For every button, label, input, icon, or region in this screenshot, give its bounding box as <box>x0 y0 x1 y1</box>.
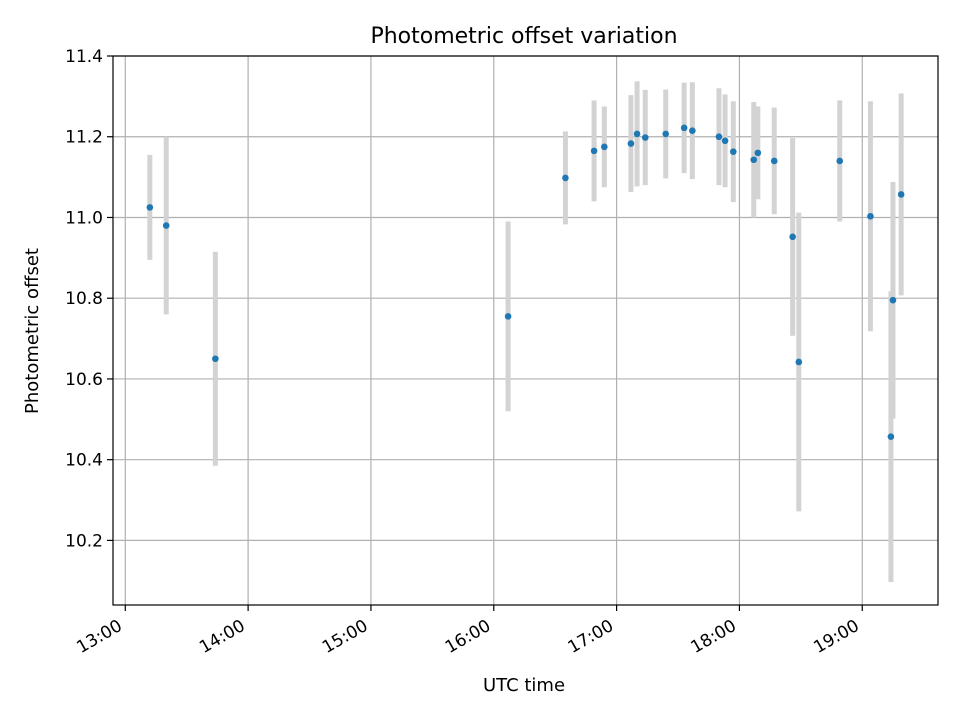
y-tick-label: 10.4 <box>65 451 103 471</box>
y-tick-label: 11.2 <box>65 128 103 148</box>
y-tick-label: 11.0 <box>65 208 103 228</box>
x-axis-ticks: 13:00 14:00 15:00 16:00 17:00 18:00 19:00 <box>73 605 863 658</box>
data-point <box>889 296 897 304</box>
data-point <box>795 358 803 366</box>
y-tick-label: 10.8 <box>65 289 103 309</box>
data-point <box>162 222 170 229</box>
data-point <box>212 355 219 363</box>
x-tick-label: 14:00 <box>196 616 248 658</box>
grid <box>113 55 938 605</box>
x-tick-label: 16:00 <box>442 616 494 658</box>
data-point <box>662 130 670 138</box>
data-point <box>715 133 723 141</box>
data-point <box>789 233 796 241</box>
data-point <box>721 137 729 145</box>
chart-title: Photometric offset variation <box>370 24 677 49</box>
data-point <box>750 156 758 164</box>
data-point <box>146 204 154 211</box>
y-axis-label: Photometric offset <box>22 248 43 414</box>
data-point <box>836 157 844 165</box>
data-point <box>689 127 696 134</box>
x-tick-label: 15:00 <box>319 616 371 658</box>
data-point <box>887 433 895 440</box>
error-bars <box>147 81 904 582</box>
data-point <box>590 147 598 155</box>
data-point <box>562 174 569 182</box>
data-points <box>146 124 905 440</box>
y-axis-ticks: 10.2 10.4 10.6 10.8 11.0 11.2 11.4 <box>65 47 113 551</box>
y-tick-label: 10.2 <box>65 531 103 551</box>
x-tick-label: 18:00 <box>687 616 739 658</box>
y-tick-label: 11.4 <box>65 47 103 67</box>
y-tick-label: 10.6 <box>65 370 103 390</box>
x-tick-label: 13:00 <box>73 616 125 658</box>
plot-area-frame <box>112 55 939 606</box>
x-tick-label: 17:00 <box>565 616 617 658</box>
data-point <box>729 148 737 155</box>
data-point <box>633 130 641 138</box>
x-tick-label: 19:00 <box>810 616 862 658</box>
data-point <box>754 149 762 157</box>
data-point <box>627 140 635 147</box>
data-point <box>601 143 608 151</box>
data-point <box>770 157 778 165</box>
x-axis-label: UTC time <box>483 675 565 696</box>
data-point <box>504 313 512 320</box>
data-point <box>897 191 905 198</box>
data-point <box>867 212 874 220</box>
data-point <box>641 134 649 141</box>
data-point <box>680 124 688 132</box>
